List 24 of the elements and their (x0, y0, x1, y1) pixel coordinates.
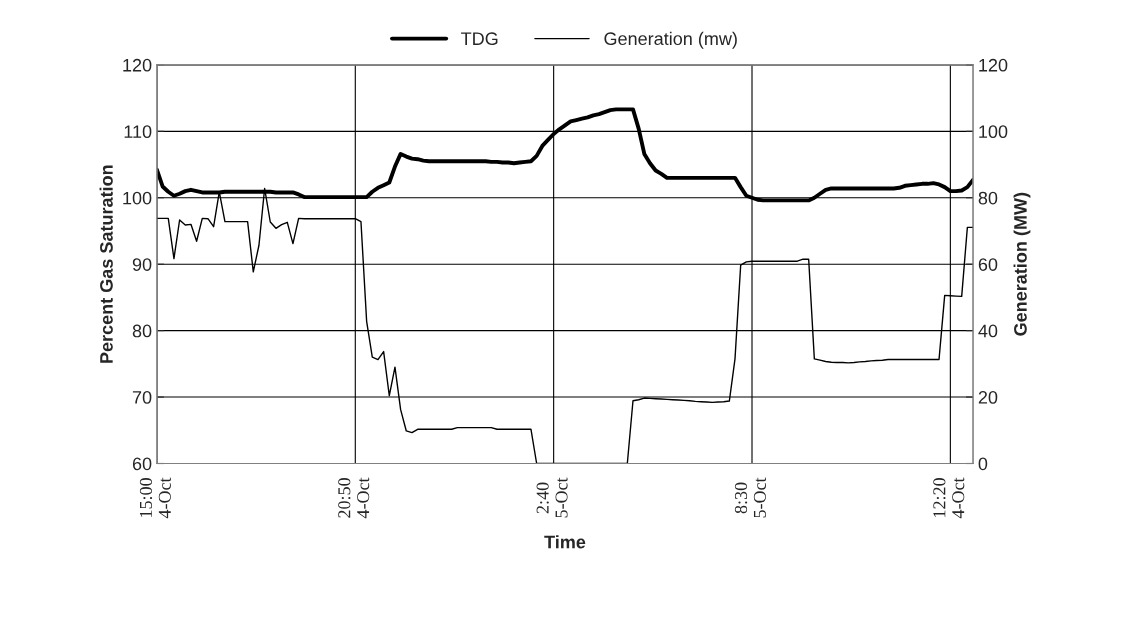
legend-label: TDG (461, 32, 498, 46)
y-tick-label: 90 (132, 258, 152, 271)
y2-tick-label: 100 (979, 125, 1008, 139)
y-tick-label: 120 (123, 58, 152, 72)
x-tick-label: 15:00 4-Oct (139, 477, 171, 519)
y-tick-label: 80 (132, 324, 152, 338)
x-tick-label: 20:50 4-Oct (338, 477, 370, 519)
y2-axis-title: Generation (MW) (1013, 192, 1031, 336)
y-tick-label: 70 (132, 391, 152, 404)
y2-tick-label: 60 (978, 258, 998, 271)
y2-tick-label: 0 (978, 457, 988, 471)
y-axis-title: Percent Gas Saturation (99, 165, 113, 363)
x-tick-label: 8:30 5-Oct (734, 477, 766, 518)
x-tick-label: 2:40 5-Oct (536, 477, 568, 518)
x-axis-title: Time (544, 535, 586, 549)
y-tick-label: 60 (132, 457, 152, 471)
y-tick-label: 110 (124, 125, 152, 139)
y-tick-label: 100 (123, 191, 152, 205)
y2-tick-label: 40 (978, 324, 998, 338)
y2-tick-label: 20 (978, 391, 998, 404)
y2-tick-label: 80 (978, 191, 998, 205)
x-tick-label: 12:20 4-Oct (933, 477, 965, 519)
legend-label: Generation (mw) (604, 31, 737, 49)
y2-tick-label: 120 (979, 58, 1008, 72)
